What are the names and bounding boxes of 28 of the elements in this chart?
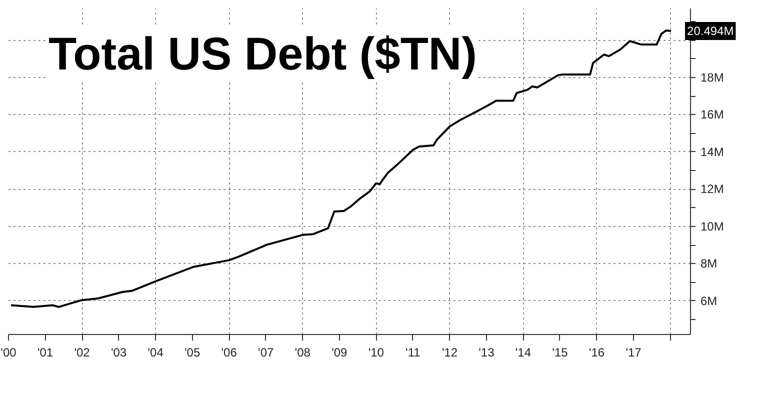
y-tick-label: 10M <box>700 219 724 234</box>
x-tick-label: '07 <box>258 346 274 360</box>
x-tick-label: '15 <box>552 346 568 360</box>
line-series <box>10 29 672 308</box>
y-tick-label: 16M <box>700 108 724 122</box>
y-tick-label: 18M <box>700 70 724 84</box>
x-tick-label: '09 <box>332 346 348 360</box>
x-tick-label: '04 <box>148 346 164 360</box>
x-tick-label: '13 <box>478 346 495 360</box>
x-tick-label: '10 <box>368 346 384 360</box>
x-tick-label: '08 <box>294 346 311 360</box>
x-tick-label: '06 <box>221 346 238 360</box>
x-tick-label: '12 <box>442 346 458 360</box>
x-tick-label: '01 <box>37 346 54 360</box>
chart-title: Total US Debt ($TN) <box>48 28 477 80</box>
x-tick-label: '17 <box>626 346 642 360</box>
annotation: 20.494M <box>687 24 734 38</box>
x-tick-label: '05 <box>184 346 200 360</box>
y-tick-label: 6M <box>700 294 718 308</box>
x-tick-label: '11 <box>406 346 421 360</box>
x-tick-label: '14 <box>515 346 532 360</box>
x-tick-label: '02 <box>74 346 90 360</box>
y-tick-label: 8M <box>700 256 718 271</box>
x-tick-label: '03 <box>110 346 127 360</box>
x-tick-label: '16 <box>588 346 605 360</box>
y-tick-label: 12M <box>700 182 724 196</box>
x-tick-label: '00 <box>0 346 17 360</box>
y-tick-label: 14M <box>700 144 724 159</box>
